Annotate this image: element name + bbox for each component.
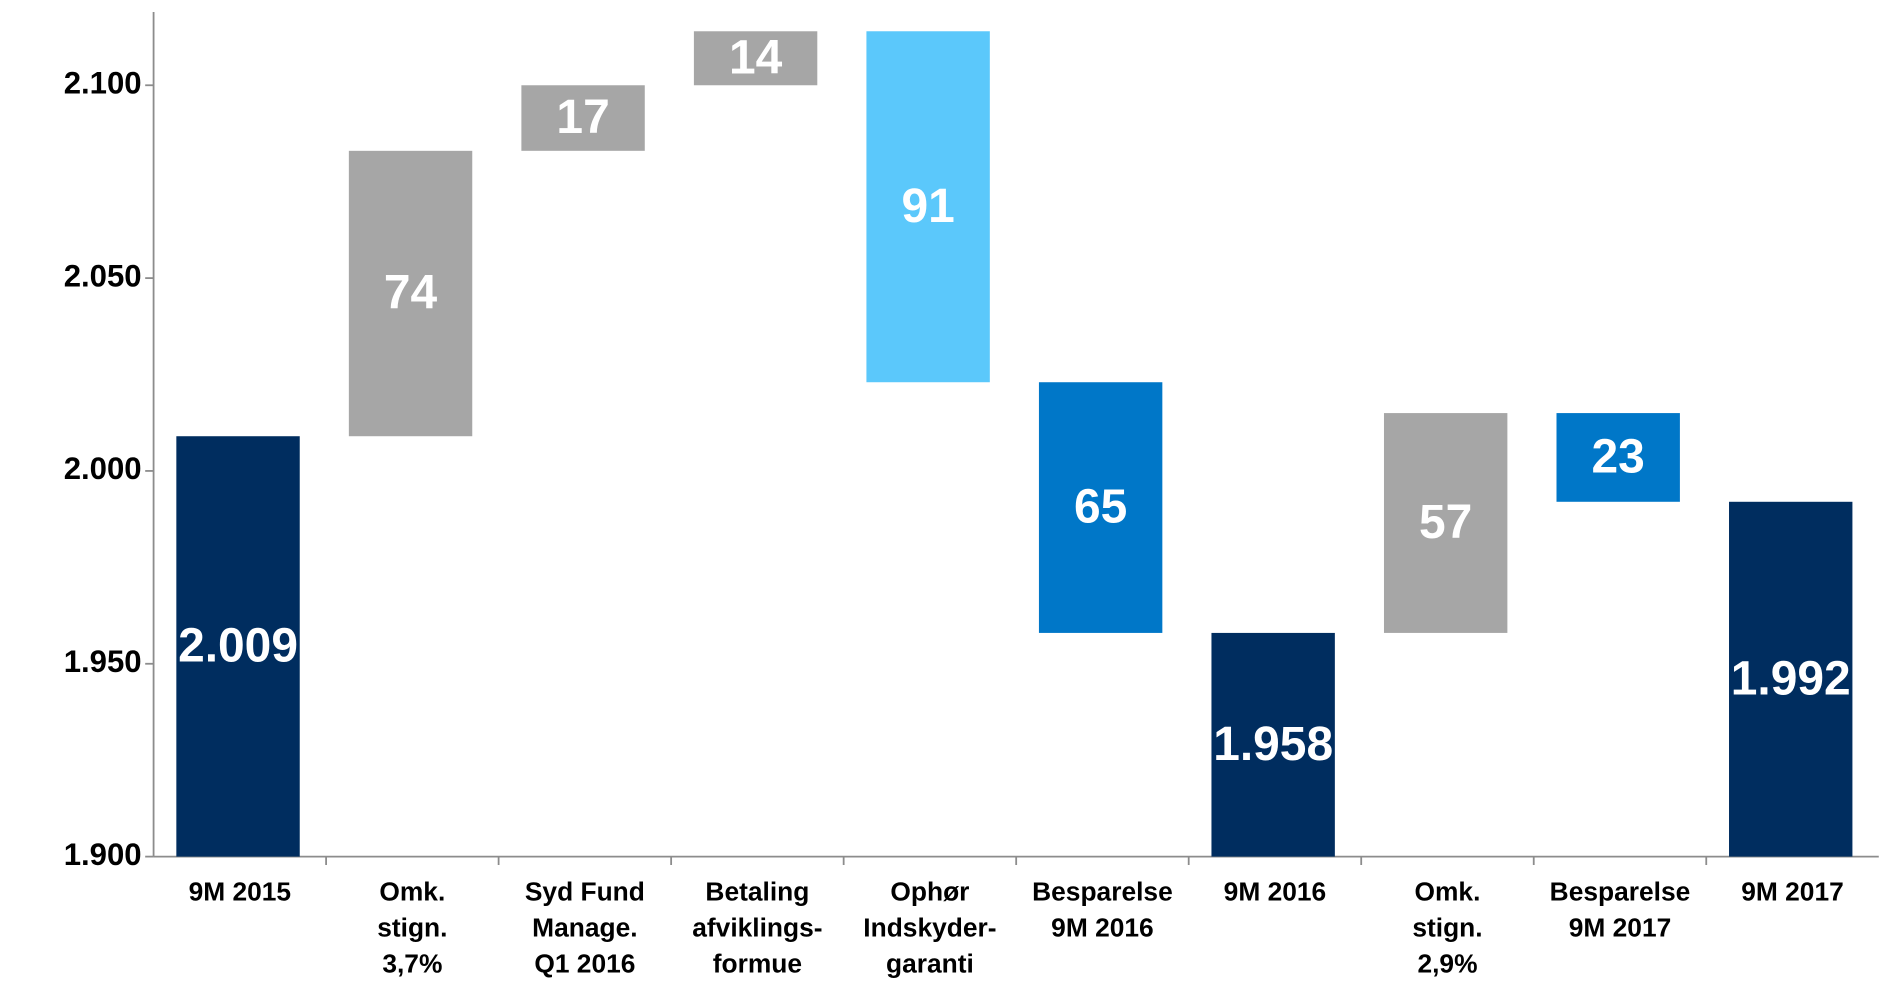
x-tick-label: Manage. [532, 913, 637, 943]
bar [866, 31, 990, 383]
x-tick-label: 9M 2015 [189, 877, 292, 907]
bar [1383, 413, 1508, 633]
x-tick-label: Besparelse [1550, 877, 1691, 907]
x-tick-label: garanti [886, 949, 974, 979]
y-tick-label: 1.950 [64, 644, 142, 679]
value-label: 1.958 [1213, 718, 1333, 771]
x-tick-label: Besparelse [1032, 877, 1173, 907]
bar [1729, 501, 1853, 857]
bar [521, 85, 645, 151]
value-label: 74 [384, 267, 438, 320]
x-tick-label: 2,9% [1417, 949, 1477, 979]
value-label: 91 [901, 180, 954, 233]
value-label: 2.009 [178, 619, 298, 672]
x-tick-label: Omk. [379, 877, 445, 907]
y-tick-label: 2.050 [64, 258, 142, 293]
y-tick-label: 1.900 [64, 837, 142, 872]
value-label: 23 [1592, 430, 1645, 483]
x-tick-label: afviklings- [692, 913, 822, 943]
x-tick-label: Q1 2016 [534, 949, 635, 979]
x-tick-label: 9M 2017 [1741, 877, 1844, 907]
bar [176, 436, 300, 857]
x-tick-label: Omk. [1415, 877, 1481, 907]
x-tick-label: stign. [377, 913, 447, 943]
bar [693, 31, 818, 86]
value-label: 57 [1419, 496, 1472, 549]
bar [1211, 632, 1335, 857]
value-label: 65 [1074, 481, 1127, 534]
x-tick-label: formue [713, 949, 802, 979]
x-tick-label: 9M 2017 [1569, 913, 1672, 943]
x-tick-label: Syd Fund [525, 877, 645, 907]
bar [1556, 413, 1680, 502]
x-tick-label: 3,7% [382, 949, 442, 979]
x-tick-label: 9M 2016 [1051, 913, 1154, 943]
value-label: 14 [729, 31, 783, 84]
bar [1038, 382, 1163, 633]
y-tick-label: 2.000 [64, 451, 142, 486]
y-tick-label: 2.100 [64, 65, 142, 100]
bar [348, 150, 473, 437]
x-tick-label: stign. [1412, 913, 1482, 943]
x-tick-label: Ophør [890, 877, 969, 907]
x-tick-label: Betaling [705, 877, 809, 907]
value-label: 17 [556, 91, 609, 144]
x-tick-label: Indskyder- [863, 913, 996, 943]
x-tick-label: 9M 2016 [1224, 877, 1327, 907]
value-label: 1.992 [1731, 652, 1851, 705]
